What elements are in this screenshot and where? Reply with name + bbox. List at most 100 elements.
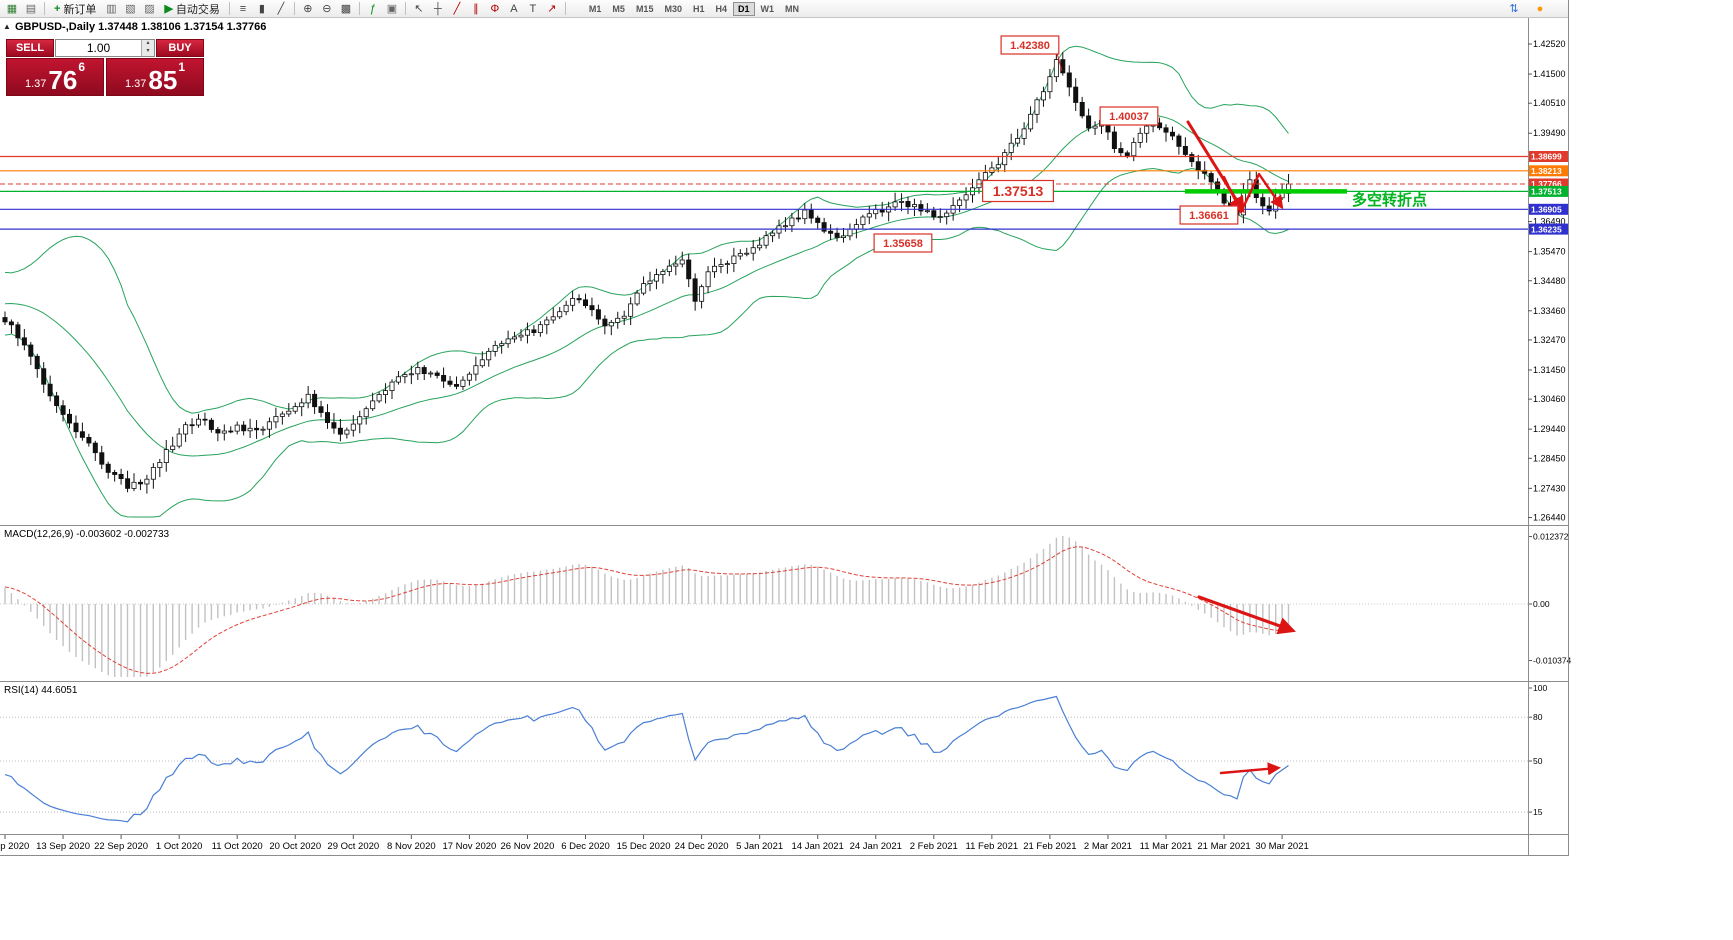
- tile-windows-icon[interactable]: ▩: [340, 3, 352, 15]
- svg-text:100: 100: [1533, 683, 1547, 693]
- price-annotation-box[interactable]: [1000, 35, 1060, 55]
- buy-button[interactable]: BUY: [156, 39, 204, 57]
- timeframe-m5-button[interactable]: M5: [612, 3, 625, 14]
- indicators-icon[interactable]: ƒ: [369, 2, 376, 15]
- timeframe-m1-button[interactable]: M1: [588, 3, 602, 14]
- svg-text:1.40037: 1.40037: [1109, 111, 1149, 123]
- turning-point-label[interactable]: 多空转折点: [1352, 191, 1427, 209]
- svg-text:8 Nov 2020: 8 Nov 2020: [387, 841, 436, 852]
- volume-down-icon[interactable]: ▾: [142, 48, 154, 56]
- svg-text:1.27430: 1.27430: [1533, 483, 1566, 493]
- volume-value[interactable]: 1.00: [86, 41, 111, 55]
- navigator-icon[interactable]: ▨: [144, 3, 155, 15]
- timeframe-m15-button[interactable]: M15: [635, 3, 654, 14]
- fibonacci-icon[interactable]: Φ: [490, 2, 500, 15]
- volume-spinner: ▴ ▾: [141, 40, 154, 56]
- svg-text:1.40510: 1.40510: [1533, 98, 1566, 108]
- toolbar-separator: [564, 2, 566, 15]
- horizontal-level-lines[interactable]: [0, 155, 1528, 230]
- timeframe-h1-button[interactable]: H1: [692, 3, 705, 14]
- svg-text:6 Dec 2020: 6 Dec 2020: [561, 841, 610, 852]
- crosshair-icon[interactable]: ┼: [434, 2, 442, 15]
- channel-icon[interactable]: ∥: [473, 3, 479, 15]
- svg-text:1.36235: 1.36235: [1531, 224, 1562, 234]
- timeframe-w1-button[interactable]: W1: [760, 3, 775, 14]
- timeframe-d1-button[interactable]: D1: [733, 1, 755, 16]
- svg-text:0.012372: 0.012372: [1533, 532, 1569, 542]
- svg-text:1.35658: 1.35658: [883, 238, 923, 250]
- price-tag: [1529, 178, 1568, 190]
- zoom-in-icon[interactable]: ⊕: [303, 3, 313, 15]
- toolbar-separator: [44, 2, 45, 15]
- price-annotation-box[interactable]: [1179, 205, 1239, 225]
- toolbar-separator: [293, 2, 295, 15]
- autotrade-icon: ▶: [164, 3, 173, 15]
- data-window-icon[interactable]: ▧: [125, 3, 136, 15]
- sell-price-button[interactable]: 1.37 76 6: [6, 58, 104, 96]
- timeframe-mn-button[interactable]: MN: [785, 3, 800, 14]
- svg-text:24 Dec 2020: 24 Dec 2020: [675, 841, 729, 852]
- svg-text:1.26440: 1.26440: [1533, 513, 1566, 523]
- svg-text:1.34480: 1.34480: [1533, 276, 1566, 286]
- buy-price-main: 85: [148, 65, 178, 95]
- line-chart-icon[interactable]: ╱: [277, 3, 285, 15]
- svg-text:30 Mar 2021: 30 Mar 2021: [1255, 841, 1308, 852]
- volume-up-icon[interactable]: ▴: [142, 40, 154, 48]
- profiles-icon[interactable]: ▤: [25, 3, 37, 15]
- price-axis[interactable]: 1.42520 1.41500 1.40510 1.39490 1.36490 1.354…: [1528, 17, 1568, 855]
- price-annotation-box[interactable]: [1099, 106, 1159, 126]
- templates-icon[interactable]: ▣: [386, 3, 398, 15]
- volume-input[interactable]: 1.00 ▴ ▾: [55, 39, 155, 57]
- price-annotation-box[interactable]: [981, 179, 1054, 203]
- arrows-icon[interactable]: ↗: [547, 3, 557, 15]
- svg-text:1.42380: 1.42380: [1010, 40, 1050, 52]
- new-order-button[interactable]: + 新订单: [49, 1, 101, 16]
- sell-price-sup: 6: [78, 60, 86, 74]
- new-chart-icon[interactable]: ▦: [6, 3, 18, 15]
- text-icon[interactable]: A: [510, 2, 518, 15]
- bar-chart-icon[interactable]: ≡: [239, 2, 247, 15]
- buy-price-button[interactable]: 1.37 85 1: [106, 58, 204, 96]
- svg-text:1.37766: 1.37766: [1531, 179, 1562, 189]
- svg-text:1.39490: 1.39490: [1533, 128, 1566, 138]
- label-icon[interactable]: T: [529, 2, 537, 15]
- svg-text:20 Oct 2020: 20 Oct 2020: [269, 841, 321, 852]
- svg-text:11 Mar 2021: 11 Mar 2021: [1140, 841, 1193, 852]
- sell-button[interactable]: SELL: [6, 39, 54, 57]
- price-annotation-box[interactable]: [873, 233, 933, 253]
- price-zigzag-arrow[interactable]: [1222, 172, 1284, 214]
- svg-text:50: 50: [1533, 756, 1543, 766]
- svg-text:1 Oct 2020: 1 Oct 2020: [156, 841, 202, 852]
- market-watch-icon[interactable]: ▥: [106, 3, 117, 15]
- pane-dividers[interactable]: [0, 0, 1569, 856]
- timeframe-m30-button[interactable]: M30: [664, 3, 682, 14]
- price-tag: [1529, 223, 1568, 235]
- svg-text:1.36490: 1.36490: [1533, 217, 1566, 227]
- toolbar-separator: [228, 2, 230, 15]
- svg-text:21 Mar 2021: 21 Mar 2021: [1197, 841, 1250, 852]
- svg-text:26 Nov 2020: 26 Nov 2020: [501, 841, 555, 852]
- svg-text:1.37513: 1.37513: [1531, 187, 1562, 197]
- chart-objects[interactable]: 1.42380 1.40037 1.37513 1.36661 1.35658 多空转折点: [873, 35, 1427, 776]
- bollinger-bands: [4, 45, 1289, 518]
- svg-text:1.36661: 1.36661: [1189, 210, 1229, 222]
- one-click-collapse-icon[interactable]: ▲: [3, 22, 11, 31]
- candlestick-chart-icon[interactable]: ▮: [258, 3, 265, 15]
- toolbar-separator: [358, 2, 360, 15]
- timeframe-h4-button[interactable]: H4: [715, 3, 727, 14]
- svg-text:15 Dec 2020: 15 Dec 2020: [617, 841, 671, 852]
- autotrade-button[interactable]: ▶ 自动交易: [159, 1, 224, 16]
- cursor-icon[interactable]: ↖: [414, 3, 424, 15]
- candlesticks: [2, 48, 1292, 494]
- trendline-icon[interactable]: ╱: [453, 3, 461, 15]
- news-badge-icon[interactable]: ●: [1536, 2, 1544, 15]
- macd-down-arrow[interactable]: [1197, 595, 1296, 635]
- zoom-out-icon[interactable]: ⊖: [322, 3, 332, 15]
- time-axis[interactable]: 3 Sep 2020 13 Sep 2020 22 Sep 2020 1 Oct 20…: [0, 835, 1309, 852]
- auto-scroll-icon[interactable]: ⇅: [1509, 3, 1519, 15]
- rsi-flat-arrow[interactable]: [1219, 762, 1281, 776]
- rsi-header: RSI(14) 44.6051: [4, 685, 78, 696]
- svg-text:24 Jan 2021: 24 Jan 2021: [850, 841, 902, 852]
- new-order-button-label: 新订单: [63, 3, 97, 16]
